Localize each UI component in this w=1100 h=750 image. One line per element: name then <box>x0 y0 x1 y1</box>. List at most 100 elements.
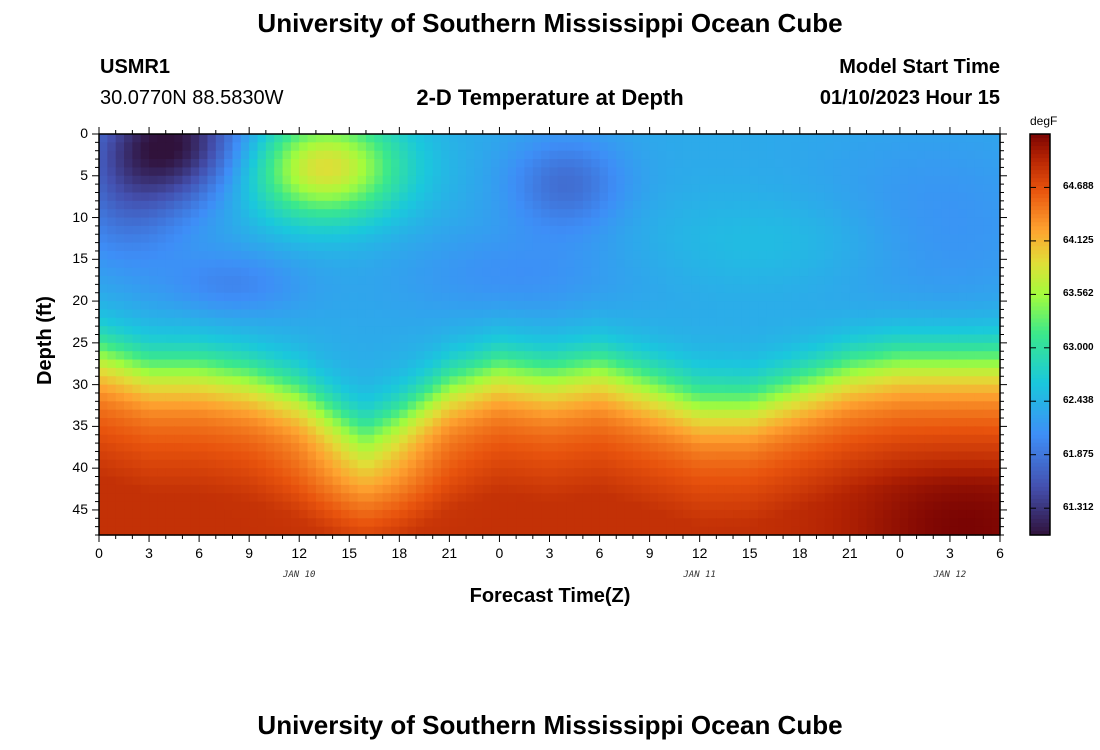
heatmap-cell <box>708 317 717 327</box>
heatmap-cell <box>115 267 125 277</box>
heatmap-cell <box>282 459 292 469</box>
heatmap-cell <box>315 326 325 336</box>
heatmap-cell <box>791 292 801 302</box>
heatmap-cell <box>441 276 450 285</box>
heatmap-cell <box>482 426 492 436</box>
heatmap-cell <box>632 167 642 177</box>
heatmap-cell <box>557 209 567 219</box>
heatmap-cell <box>340 401 350 411</box>
heatmap-cell <box>657 434 667 444</box>
heatmap-cell <box>491 259 501 269</box>
heatmap-cell <box>949 142 959 152</box>
heatmap-cell <box>858 342 868 352</box>
heatmap-cell <box>265 468 275 478</box>
heatmap-cell <box>758 443 767 453</box>
heatmap-cell <box>441 418 450 427</box>
heatmap-cell <box>766 476 776 486</box>
heatmap-cell <box>257 167 267 177</box>
heatmap-cell <box>566 276 576 285</box>
heatmap-cell <box>708 309 717 319</box>
heatmap-cell <box>357 451 367 461</box>
heatmap-cell <box>816 200 826 210</box>
heatmap-cell <box>933 159 943 169</box>
heatmap-cell <box>207 451 217 461</box>
heatmap-cell <box>724 167 734 177</box>
heatmap-cell <box>474 501 484 511</box>
heatmap-cell <box>407 175 417 185</box>
heatmap-cell <box>674 392 684 402</box>
heatmap-cell <box>733 459 742 469</box>
heatmap-cell <box>140 326 150 336</box>
heatmap-cell <box>232 317 242 327</box>
heatmap-cell <box>991 384 1001 394</box>
heatmap-cell <box>841 167 851 177</box>
heatmap-cell <box>349 484 359 494</box>
heatmap-cell <box>315 217 325 227</box>
heatmap-cell <box>282 443 292 453</box>
heatmap-cell <box>449 484 459 494</box>
heatmap-cell <box>966 326 976 336</box>
heatmap-cell <box>532 301 542 311</box>
heatmap-cell <box>866 476 876 486</box>
heatmap-cell <box>516 134 526 143</box>
heatmap-cell <box>908 184 918 194</box>
heatmap-cell <box>666 259 676 269</box>
heatmap-cell <box>340 493 350 503</box>
heatmap-cell <box>974 150 984 160</box>
heatmap-cell <box>474 459 484 469</box>
heatmap-cell <box>924 476 934 486</box>
heatmap-cell <box>808 376 818 386</box>
heatmap-cell <box>382 184 392 194</box>
heatmap-cell <box>858 309 868 319</box>
heatmap-cell <box>374 476 384 486</box>
heatmap-cell <box>949 509 959 519</box>
heatmap-cell <box>966 493 976 503</box>
heatmap-cell <box>407 209 417 219</box>
heatmap-cell <box>666 392 676 402</box>
heatmap-cell <box>974 292 984 302</box>
heatmap-cell <box>841 351 851 361</box>
heatmap-cell <box>182 225 192 235</box>
heatmap-cell <box>432 309 442 319</box>
heatmap-cell <box>224 376 234 386</box>
heatmap-cell <box>657 334 667 344</box>
heatmap-cell <box>699 184 709 194</box>
heatmap-cell <box>557 259 567 269</box>
heatmap-cell <box>632 451 642 461</box>
heatmap-cell <box>124 367 133 377</box>
heatmap-cell <box>766 484 776 494</box>
heatmap-cell <box>908 342 918 352</box>
heatmap-cell <box>524 292 534 302</box>
heatmap-cell <box>165 434 175 444</box>
heatmap-cell <box>974 259 984 269</box>
heatmap-cell <box>833 484 843 494</box>
heatmap-cell <box>390 351 400 361</box>
heatmap-cell <box>224 359 234 369</box>
heatmap-cell <box>140 234 150 244</box>
heatmap-cell <box>332 376 342 386</box>
heatmap-cell <box>299 234 309 244</box>
heatmap-cell <box>799 367 809 377</box>
heatmap-cell <box>466 301 476 311</box>
heatmap-cell <box>432 384 442 394</box>
heatmap-cell <box>466 351 476 361</box>
heatmap-cell <box>674 334 684 344</box>
heatmap-cell <box>441 451 450 461</box>
heatmap-cell <box>224 392 234 402</box>
heatmap-cell <box>899 150 909 160</box>
heatmap-cell <box>574 134 584 143</box>
heatmap-cell <box>783 459 793 469</box>
heatmap-cell <box>149 259 158 269</box>
heatmap-cell <box>816 384 826 394</box>
heatmap-cell <box>724 409 734 419</box>
heatmap-cell <box>766 334 776 344</box>
heatmap-cell <box>566 392 576 402</box>
heatmap-cell <box>908 209 918 219</box>
heatmap-cell <box>140 518 150 528</box>
heatmap-cell <box>315 317 325 327</box>
heatmap-cell <box>557 501 567 511</box>
heatmap-cell <box>958 217 968 227</box>
heatmap-cell <box>824 167 834 177</box>
heatmap-cell <box>641 384 651 394</box>
heatmap-cell <box>883 175 893 185</box>
